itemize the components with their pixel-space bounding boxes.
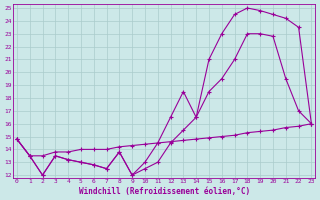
X-axis label: Windchill (Refroidissement éolien,°C): Windchill (Refroidissement éolien,°C) (79, 187, 250, 196)
